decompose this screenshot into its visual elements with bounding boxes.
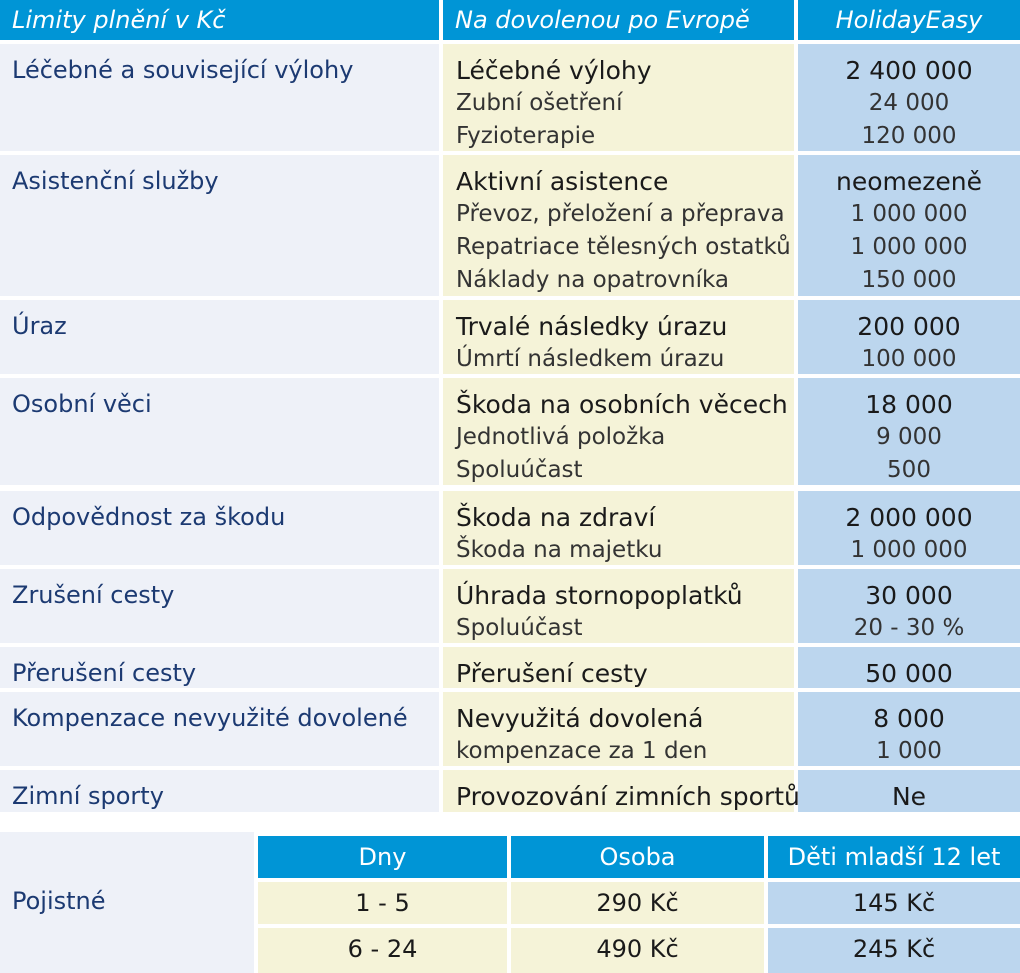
limit-value-main: 18 000 — [865, 390, 953, 419]
coverage-item-main: Provozování zimních sportů — [456, 782, 800, 811]
premium-cell-person: 290 Kč — [511, 882, 764, 924]
coverage-item-main: Nevyužitá dovolená — [456, 704, 704, 733]
limit-value-sub: 150 000 — [861, 267, 957, 293]
limit-values-cell: 200 000 100 000 — [798, 300, 1020, 374]
limit-value-main: 50 000 — [865, 659, 953, 688]
category-cell: Léčebné a související výlohy — [0, 44, 439, 151]
category-label: Odpovědnost za škodu — [12, 503, 286, 531]
coverage-items-cell: Škoda na zdraví Škoda na majetku — [443, 491, 794, 565]
coverage-item-sub: Náklady na opatrovníka — [456, 267, 730, 293]
limit-value-sub: 120 000 — [861, 123, 957, 149]
category-label: Přerušení cesty — [12, 659, 197, 687]
premium-label: Pojistné — [12, 887, 106, 915]
coverage-item-sub: Repatriace tělesných ostatků — [456, 234, 791, 260]
coverage-item-main: Trvalé následky úrazu — [456, 312, 728, 341]
limit-value-main: 2 400 000 — [845, 56, 973, 85]
premium-label-cell: Pojistné — [0, 832, 254, 973]
coverage-items-cell: Úhrada stornopoplatků Spoluúčast — [443, 569, 794, 643]
limit-value-main: 30 000 — [865, 581, 953, 610]
limit-value-sub: 20 - 30 % — [853, 615, 965, 641]
category-label: Asistenční služby — [12, 167, 219, 195]
category-cell: Zrušení cesty — [0, 569, 439, 643]
coverage-item-sub: Převoz, přeložení a přeprava — [456, 201, 785, 227]
limit-value-sub: 1 000 000 — [850, 201, 968, 227]
limit-values-cell: neomezeně 1 000 000 1 000 000 150 000 — [798, 155, 1020, 296]
coverage-item-sub: Fyzioterapie — [456, 123, 596, 149]
category-label: Osobní věci — [12, 390, 152, 418]
coverage-items-cell: Léčebné výlohy Zubní ošetření Fyzioterapie — [443, 44, 794, 151]
category-cell: Zimní sporty — [0, 770, 439, 812]
coverage-item-main: Aktivní asistence — [456, 167, 669, 196]
limit-value-sub: 24 000 — [868, 90, 950, 116]
coverage-items-cell: Nevyužitá dovolená kompenzace za 1 den — [443, 692, 794, 766]
limit-value-sub: 100 000 — [861, 346, 957, 372]
limit-values-cell: 50 000 — [798, 647, 1020, 688]
category-cell: Kompenzace nevyužité dovolené — [0, 692, 439, 766]
coverage-item-main: Škoda na zdraví — [456, 503, 656, 532]
premium-cell-children: 145 Kč — [768, 882, 1020, 924]
coverage-item-sub: Škoda na majetku — [456, 537, 663, 563]
coverage-item-main: Úhrada stornopoplatků — [456, 581, 743, 610]
header-col1: Limity plnění v Kč — [0, 0, 439, 40]
limit-values-cell: 30 000 20 - 30 % — [798, 569, 1020, 643]
coverage-item-sub: Jednotlivá položka — [456, 424, 666, 450]
premium-header-days: Dny — [258, 836, 507, 878]
premium-header-person: Osoba — [511, 836, 764, 878]
premium-cell-days: 6 - 24 — [258, 928, 507, 973]
limit-values-cell: Ne — [798, 770, 1020, 812]
category-cell: Přerušení cesty — [0, 647, 439, 688]
coverage-item-sub: kompenzace za 1 den — [456, 738, 708, 764]
limit-value-sub: 500 — [887, 457, 931, 483]
limit-value-main: neomezeně — [836, 167, 982, 196]
category-label: Léčebné a související výlohy — [12, 56, 354, 84]
category-label: Kompenzace nevyužité dovolené — [12, 704, 408, 732]
premium-cell-days: 1 - 5 — [258, 882, 507, 924]
coverage-items-cell: Trvalé následky úrazu Úmrtí následkem úra… — [443, 300, 794, 374]
category-cell: Asistenční služby — [0, 155, 439, 296]
limit-value-sub: 1 000 — [876, 738, 942, 764]
limit-values-cell: 2 400 000 24 000 120 000 — [798, 44, 1020, 151]
coverage-item-sub: Zubní ošetření — [456, 90, 623, 116]
limit-value-main: 200 000 — [857, 312, 961, 341]
premium-cell-person: 490 Kč — [511, 928, 764, 973]
premium-cell-children: 245 Kč — [768, 928, 1020, 973]
coverage-items-cell: Provozování zimních sportů — [443, 770, 800, 812]
coverage-item-sub: Spoluúčast — [456, 457, 583, 483]
limit-value-main: 8 000 — [873, 704, 945, 733]
premium-header-children: Děti mladší 12 let — [768, 836, 1020, 878]
category-label: Úraz — [12, 312, 67, 340]
limit-value-sub: 1 000 000 — [850, 537, 968, 563]
category-label: Zrušení cesty — [12, 581, 175, 609]
limit-values-cell: 8 000 1 000 — [798, 692, 1020, 766]
coverage-items-cell: Škoda na osobních věcech Jednotlivá polož… — [443, 378, 794, 485]
limit-values-cell: 18 000 9 000 500 — [798, 378, 1020, 485]
limit-values-cell: 2 000 000 1 000 000 — [798, 491, 1020, 565]
limit-value-main: Ne — [891, 782, 927, 811]
coverage-item-main: Přerušení cesty — [456, 659, 648, 688]
limit-value-main: 2 000 000 — [845, 503, 973, 532]
coverage-item-sub: Úmrtí následkem úrazu — [456, 346, 725, 372]
header-col3: HolidayEasy — [798, 0, 1020, 40]
limit-value-sub: 1 000 000 — [850, 234, 968, 260]
category-cell: Úraz — [0, 300, 439, 374]
coverage-items-cell: Přerušení cesty — [443, 647, 794, 688]
coverage-item-main: Léčebné výlohy — [456, 56, 652, 85]
category-label: Zimní sporty — [12, 782, 164, 810]
category-cell: Osobní věci — [0, 378, 439, 485]
coverage-item-sub: Spoluúčast — [456, 615, 583, 641]
header-col2: Na dovolenou po Evropě — [443, 0, 794, 40]
coverage-items-cell: Aktivní asistence Převoz, přeložení a pře… — [443, 155, 794, 296]
limit-value-sub: 9 000 — [876, 424, 942, 450]
category-cell: Odpovědnost za škodu — [0, 491, 439, 565]
coverage-item-main: Škoda na osobních věcech — [456, 390, 788, 419]
